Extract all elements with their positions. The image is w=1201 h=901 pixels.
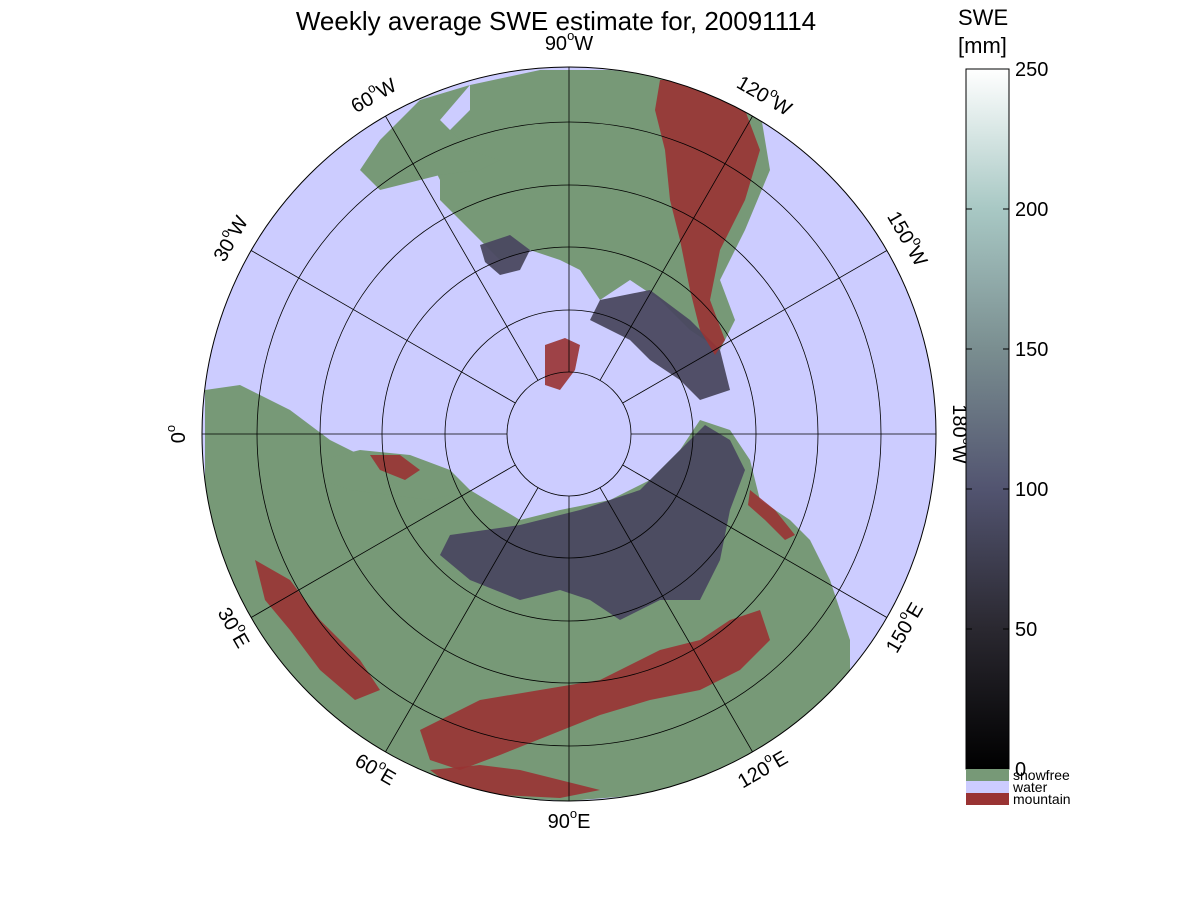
polar-map xyxy=(201,66,937,802)
mountain-kamchatka xyxy=(748,490,795,540)
mountain-scandinavia xyxy=(370,455,420,480)
meridian-line xyxy=(599,487,753,753)
mountain-europe xyxy=(255,560,380,700)
legend-label-mountain: mountain xyxy=(1013,791,1071,807)
meridian-line xyxy=(599,115,753,381)
snow-siberia xyxy=(440,425,745,620)
meridian-line xyxy=(622,464,888,618)
longitude-label: 90oW xyxy=(545,28,593,55)
colorbar-tick-label: 200 xyxy=(1015,199,1048,221)
colorbar-tick-label: 50 xyxy=(1015,619,1037,641)
meridian-line xyxy=(250,250,516,404)
meridian-line xyxy=(385,487,539,753)
longitude-label: 0o xyxy=(163,425,190,443)
colorbar-unit: [mm] xyxy=(958,33,1007,58)
legend-label-snowfree: snowfree xyxy=(1013,767,1070,783)
snow-arctic-islands xyxy=(480,235,530,275)
colorbar-tick-label: 0 xyxy=(1015,759,1026,781)
longitude-label: 60oW xyxy=(345,71,400,118)
colorbar-tick-label: 250 xyxy=(1015,59,1048,81)
mountain-greenland xyxy=(545,338,580,390)
longitude-labels: 90oW120oW150oW180oW150oE120oE90oE60oE30o… xyxy=(163,28,974,833)
mountain-himalaya xyxy=(430,765,600,798)
meridian-line xyxy=(622,250,888,404)
snow-cover xyxy=(440,235,745,620)
legend-swatch-water xyxy=(966,781,1009,793)
meridian-line xyxy=(250,464,516,618)
colorbar-tick-label: 150 xyxy=(1015,339,1048,361)
map-frame xyxy=(201,66,937,802)
legend-label-water: water xyxy=(1012,779,1048,795)
graticule xyxy=(202,67,936,801)
legend-swatch-mountain xyxy=(966,793,1009,805)
meridian-line xyxy=(385,115,539,381)
chart-title: Weekly average SWE estimate for, 2009111… xyxy=(296,6,816,36)
colorbar-ticks: 0 50 100 150 200 250 xyxy=(966,59,1048,781)
longitude-label: 90oE xyxy=(548,806,591,833)
land-greenland xyxy=(360,85,500,190)
colorbar-title: SWE xyxy=(958,5,1008,30)
colorbar-gradient xyxy=(965,68,1010,770)
mountain-asia xyxy=(420,610,770,770)
colorbar: SWE [mm] 0 50 100 150 200 250 snowfreewatermo… xyxy=(958,5,1071,807)
longitude-label: 30oW xyxy=(206,210,253,265)
colorbar-tick-label: 100 xyxy=(1015,479,1048,501)
legend-swatch-snowfree xyxy=(966,769,1009,781)
snow-canada xyxy=(590,290,730,400)
